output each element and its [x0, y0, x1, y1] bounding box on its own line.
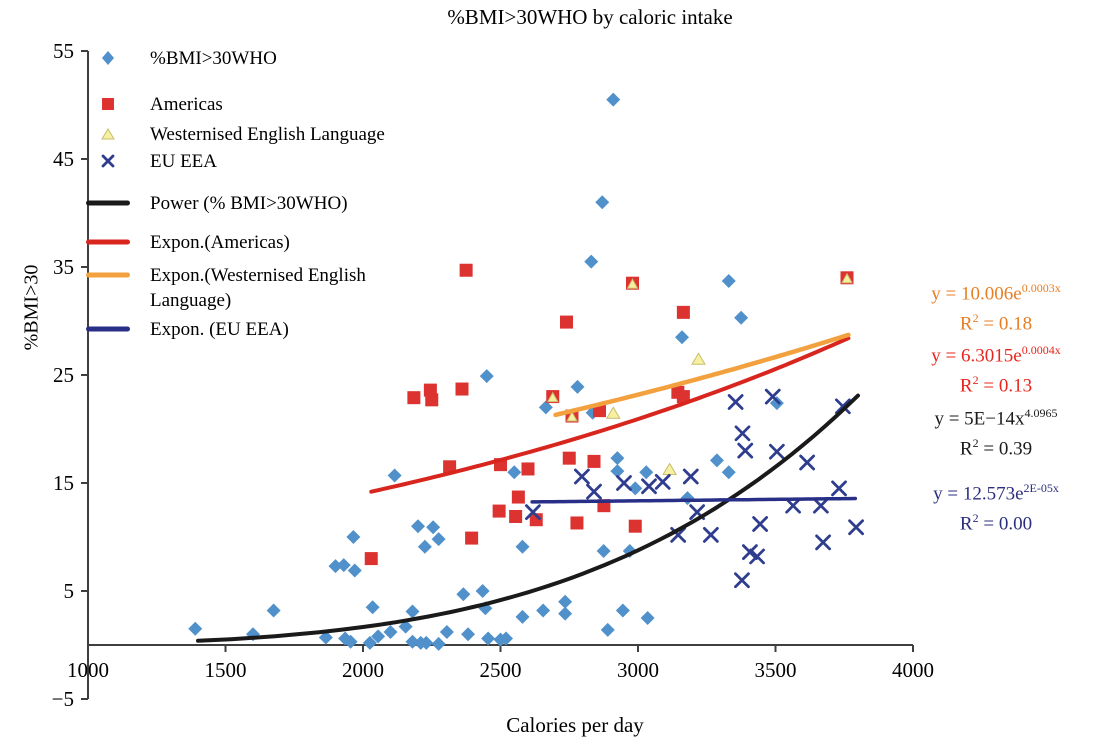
r-squared-line: R2 = 0.39 — [959, 436, 1033, 460]
legend-item-expon-americas: Expon.(Americas) — [84, 230, 402, 255]
legend-label: Power (% BMI>30WHO) — [150, 193, 348, 214]
svg-text:4000: 4000 — [892, 658, 934, 682]
legend-label: Expon.(Westernised English Language) — [150, 265, 366, 311]
chart-title: %BMI>30WHO by caloric intake — [447, 5, 733, 29]
svg-text:55: 55 — [53, 39, 74, 63]
svg-text:1000: 1000 — [67, 658, 109, 682]
r-squared-line: R2 = 0.13 — [959, 373, 1033, 397]
svg-text:45: 45 — [53, 147, 74, 171]
svg-text:−5: −5 — [52, 687, 74, 711]
equation-line: y = 12.573e2E-05x — [933, 481, 1059, 505]
equation-line: y = 5E−14x4.0965 — [934, 406, 1058, 430]
trendline-equation-navy: y = 12.573e2E-05x R2 = 0.00 — [890, 476, 1102, 537]
square-marker-icon — [84, 95, 132, 115]
svg-text:3500: 3500 — [755, 658, 797, 682]
svg-text:35: 35 — [53, 255, 74, 279]
legend-label: Expon.(Americas) — [150, 232, 290, 253]
legend-label: Westernised English Language — [150, 124, 385, 145]
equation-line: y = 6.3015e0.0004x — [931, 343, 1061, 367]
svg-text:3000: 3000 — [617, 658, 659, 682]
black-line-swatch-icon — [84, 194, 132, 214]
r-squared-line: R2 = 0.18 — [959, 311, 1033, 335]
trendline-equation-black: y = 5E−14x4.0965 R2 = 0.39 — [890, 401, 1102, 462]
x-axis-title: Calories per day — [506, 713, 644, 737]
legend-label: Americas — [150, 94, 223, 115]
diamond-marker-icon — [84, 49, 132, 69]
svg-text:25: 25 — [53, 363, 74, 387]
legend-item-expon-westernised: Expon.(Westernised English Language) — [84, 263, 402, 313]
trendline-equation-orange: y = 10.006e0.0003x R2 = 0.18 — [890, 276, 1102, 337]
legend-item-expon-eu-eea: Expon. (EU EEA) — [84, 317, 402, 342]
svg-text:2500: 2500 — [480, 658, 522, 682]
legend-label: %BMI>30WHO — [150, 48, 277, 69]
svg-text:5: 5 — [64, 579, 75, 603]
equation-line: y = 10.006e0.0003x — [931, 281, 1061, 305]
triangle-marker-icon — [84, 125, 132, 145]
orange-line-swatch-icon — [84, 266, 132, 286]
legend: %BMI>30WHO Americas Westernised English … — [84, 46, 402, 342]
legend-item-power-trend: Power (% BMI>30WHO) — [84, 191, 402, 216]
legend-item-westernised-english: Westernised English Language — [84, 122, 402, 147]
legend-item-bmi30who: %BMI>30WHO — [84, 46, 402, 71]
svg-text:2000: 2000 — [342, 658, 384, 682]
legend-item-eu-eea: EU EEA — [84, 149, 402, 174]
x-marker-icon — [84, 152, 132, 172]
red-line-swatch-icon — [84, 233, 132, 253]
legend-item-americas: Americas — [84, 92, 402, 117]
svg-text:15: 15 — [53, 471, 74, 495]
legend-label: Expon. (EU EEA) — [150, 319, 289, 340]
navy-line-swatch-icon — [84, 320, 132, 340]
y-axis-title: %BMI>30 — [20, 264, 43, 351]
legend-label: EU EEA — [150, 151, 218, 172]
r-squared-line: R2 = 0.00 — [959, 511, 1033, 535]
svg-text:1500: 1500 — [205, 658, 247, 682]
trendline-equation-red: y = 6.3015e0.0004x R2 = 0.13 — [890, 338, 1102, 399]
